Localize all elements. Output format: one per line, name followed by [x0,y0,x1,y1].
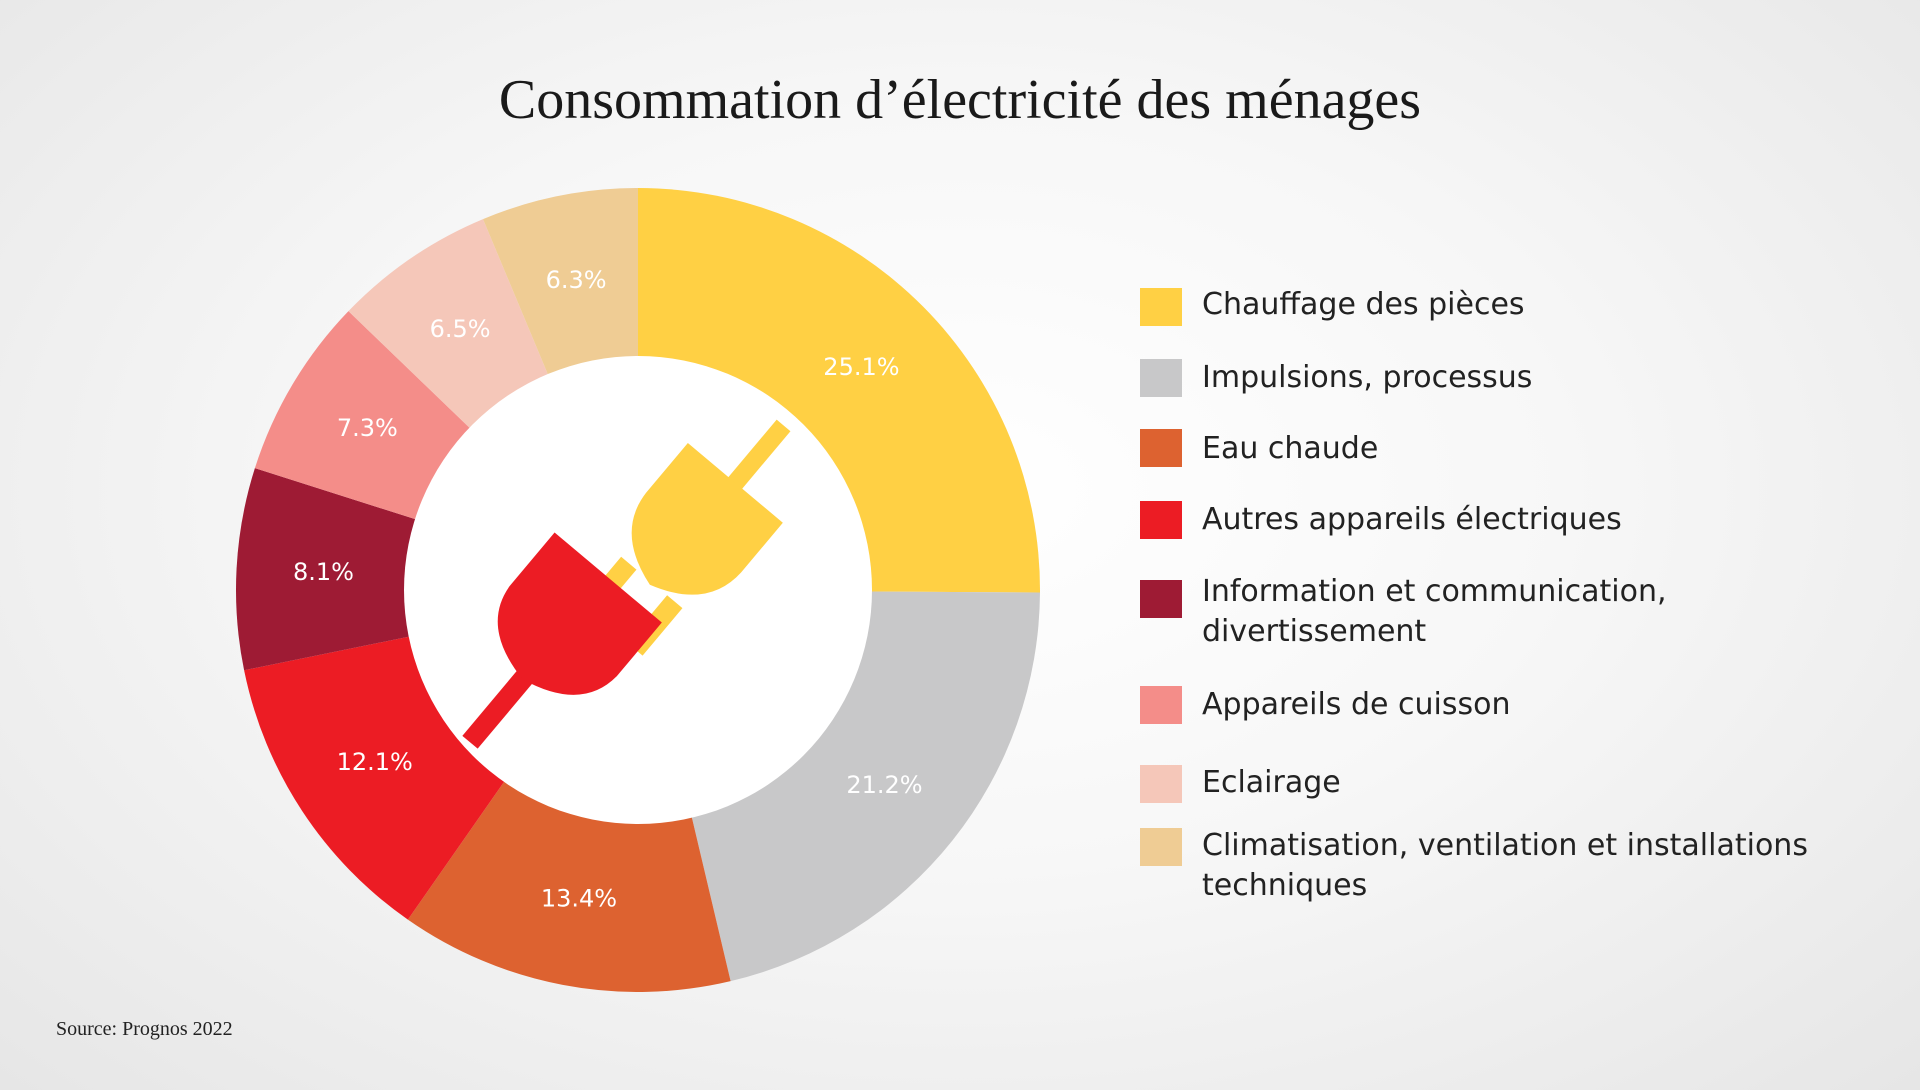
slice-value-label: 25.1% [823,353,899,381]
plug-and-socket-icon [462,419,791,749]
legend-swatch [1140,429,1182,467]
legend-label: Eclairage [1202,765,1341,800]
legend-swatch [1140,501,1182,539]
legend-swatch [1140,359,1182,397]
slice-value-label: 6.5% [430,315,491,343]
legend-swatch [1140,288,1182,326]
legend-swatch [1140,828,1182,866]
legend-label: Information et communication, divertisse… [1202,574,1667,649]
legend-swatch [1140,580,1182,618]
legend-label: Autres appareils électriques [1202,502,1622,537]
legend-swatch [1140,765,1182,803]
legend-label: Impulsions, processus [1202,360,1533,395]
legend-swatch [1140,686,1182,724]
chart-title: Consommation d’électricité des ménages [498,69,1422,131]
slice-value-label: 8.1% [293,558,354,586]
donut-value-labels: 25.1% 21.2% 13.4% 12.1% 8.1% 7.3% 6.5% 6.3% [293,266,923,912]
legend-label: Eau chaude [1202,431,1379,466]
legend-label: Chauffage des pièces [1202,287,1525,322]
source-note: Source: Prognos 2022 [56,1018,233,1040]
slice-value-label: 13.4% [541,884,617,912]
legend-label: Climatisation, ventilation et installati… [1202,828,1808,903]
donut-hole [404,356,872,824]
legend-label: Appareils de cuisson [1202,687,1511,722]
slice-value-label: 21.2% [846,771,922,799]
slice-value-label: 6.3% [546,266,607,294]
slice-value-label: 12.1% [337,748,413,776]
slice-value-label: 7.3% [337,414,398,442]
